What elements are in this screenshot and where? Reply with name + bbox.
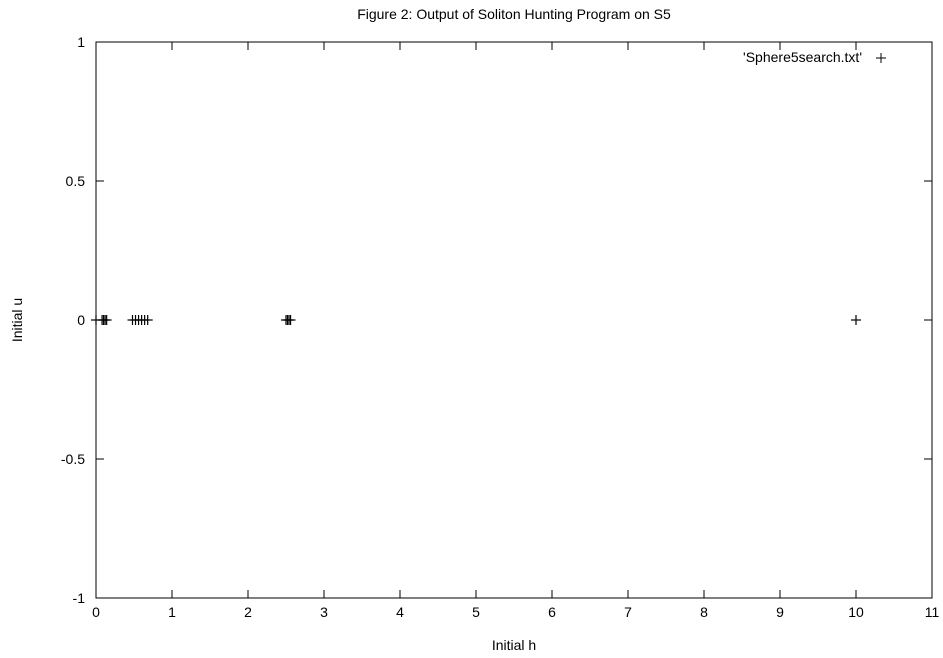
y-tick-label: -0.5	[61, 451, 85, 467]
data-point	[101, 315, 112, 325]
data-point	[851, 315, 861, 325]
legend: 'Sphere5search.txt'	[743, 49, 886, 65]
x-tick-label: 11	[925, 604, 940, 620]
plot-frame	[95, 41, 933, 599]
x-axis-label: Initial h	[492, 637, 536, 653]
y-axis-label: Initial u	[9, 298, 25, 342]
x-tick-label: 5	[472, 604, 480, 620]
x-tick-label: 4	[396, 604, 404, 620]
x-tick-label: 3	[320, 604, 328, 620]
x-tick-label: 10	[848, 604, 864, 620]
data-point	[142, 315, 153, 325]
y-tick-label: 1	[77, 34, 85, 50]
x-tick-label: 0	[92, 604, 100, 620]
y-tick-label: 0.5	[66, 173, 86, 189]
x-tick-label: 9	[776, 604, 784, 620]
data-point	[285, 315, 296, 325]
data-points	[91, 315, 861, 325]
legend-label: 'Sphere5search.txt'	[743, 49, 862, 65]
chart-title: Figure 2: Output of Soliton Hunting Prog…	[357, 6, 671, 22]
x-tick-label: 2	[244, 604, 252, 620]
x-tick-label: 8	[700, 604, 708, 620]
x-tick-label: 1	[168, 604, 176, 620]
axis-tick-labels: 0 1 2 3 4 5 6 7 8 9 10 11 -1 -0.5 0 0.5 1	[61, 34, 940, 620]
y-tick-label: -1	[73, 590, 86, 606]
x-tick-label: 6	[548, 604, 556, 620]
x-tick-label: 7	[624, 604, 632, 620]
axis-ticks	[95, 41, 933, 599]
legend-marker	[876, 53, 886, 63]
y-tick-label: 0	[77, 312, 85, 328]
